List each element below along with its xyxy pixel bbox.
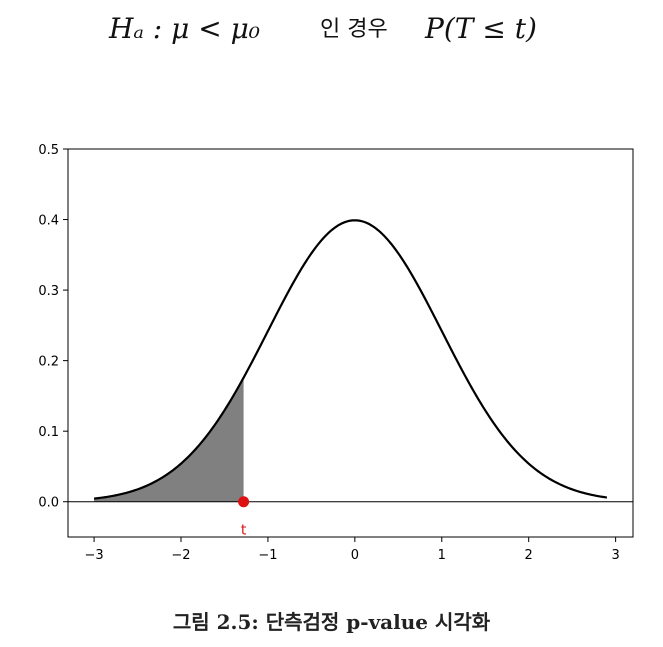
figure-caption: 그림 2.5: 단측검정 p-value 시각화 bbox=[172, 610, 491, 634]
y-tick-label: 0.3 bbox=[38, 284, 59, 299]
y-tick-label: 0.5 bbox=[38, 143, 59, 158]
chart-title-probability: P(T ≤ t) bbox=[424, 12, 537, 45]
marker-t-label: t bbox=[241, 523, 247, 539]
x-tick-label: 0 bbox=[351, 548, 359, 563]
y-tick-label: 0.1 bbox=[38, 425, 59, 440]
x-tick-label: 3 bbox=[611, 548, 619, 563]
chart-title-hypothesis: Hₐ : μ < μ₀ bbox=[108, 12, 260, 45]
y-tick-label: 0.2 bbox=[38, 355, 59, 370]
x-tick-label: −2 bbox=[171, 548, 190, 563]
x-tick-label: −3 bbox=[84, 548, 103, 563]
y-tick-label: 0.4 bbox=[38, 214, 59, 229]
chart-title-case-text: 인 경우 bbox=[320, 17, 388, 42]
shaded-pvalue-area bbox=[94, 377, 244, 502]
x-tick-label: 1 bbox=[438, 548, 446, 563]
y-tick-label: 0.0 bbox=[38, 496, 59, 511]
plot-frame bbox=[67, 148, 634, 538]
marker-t-point bbox=[238, 496, 250, 508]
density-curve bbox=[93, 219, 608, 500]
x-tick-label: −1 bbox=[258, 548, 277, 563]
x-tick-label: 2 bbox=[525, 548, 533, 563]
